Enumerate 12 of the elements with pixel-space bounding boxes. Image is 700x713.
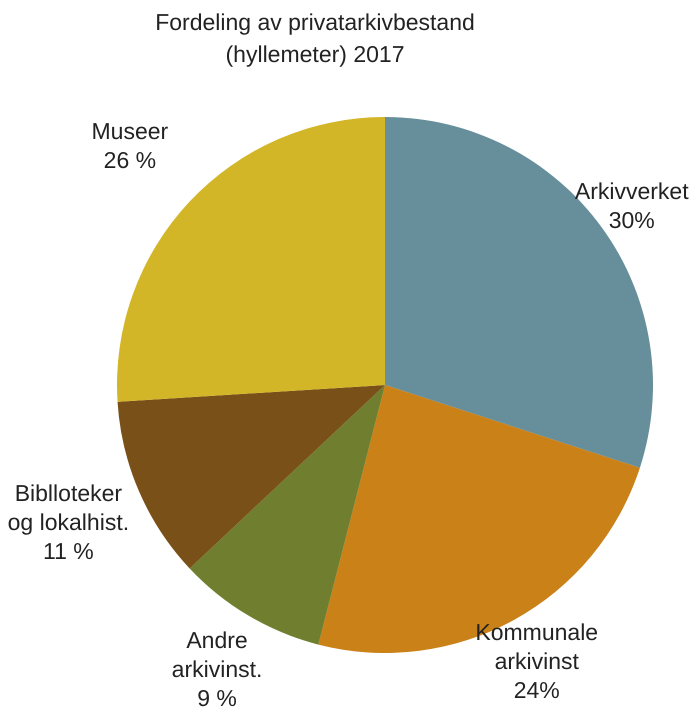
slice-label: Andre arkivinst. xyxy=(172,627,262,682)
slice-label: Arkivverket xyxy=(574,178,690,204)
slice-label: Museer xyxy=(92,118,169,144)
data-label: 30% xyxy=(608,207,655,234)
slice-label: Kommunale arkivinst xyxy=(475,619,598,674)
data-label: 24% xyxy=(514,677,560,704)
pie-slice xyxy=(318,385,640,653)
slice-label: Biblloteker og lokalhist. xyxy=(8,480,130,536)
chart-title: Fordeling av privatarkivbestand (hyllemeter) 2017 xyxy=(155,9,475,67)
data-label: 11 % xyxy=(43,538,94,564)
data-label: 26 % xyxy=(104,146,156,173)
data-label: 9 % xyxy=(197,685,237,712)
